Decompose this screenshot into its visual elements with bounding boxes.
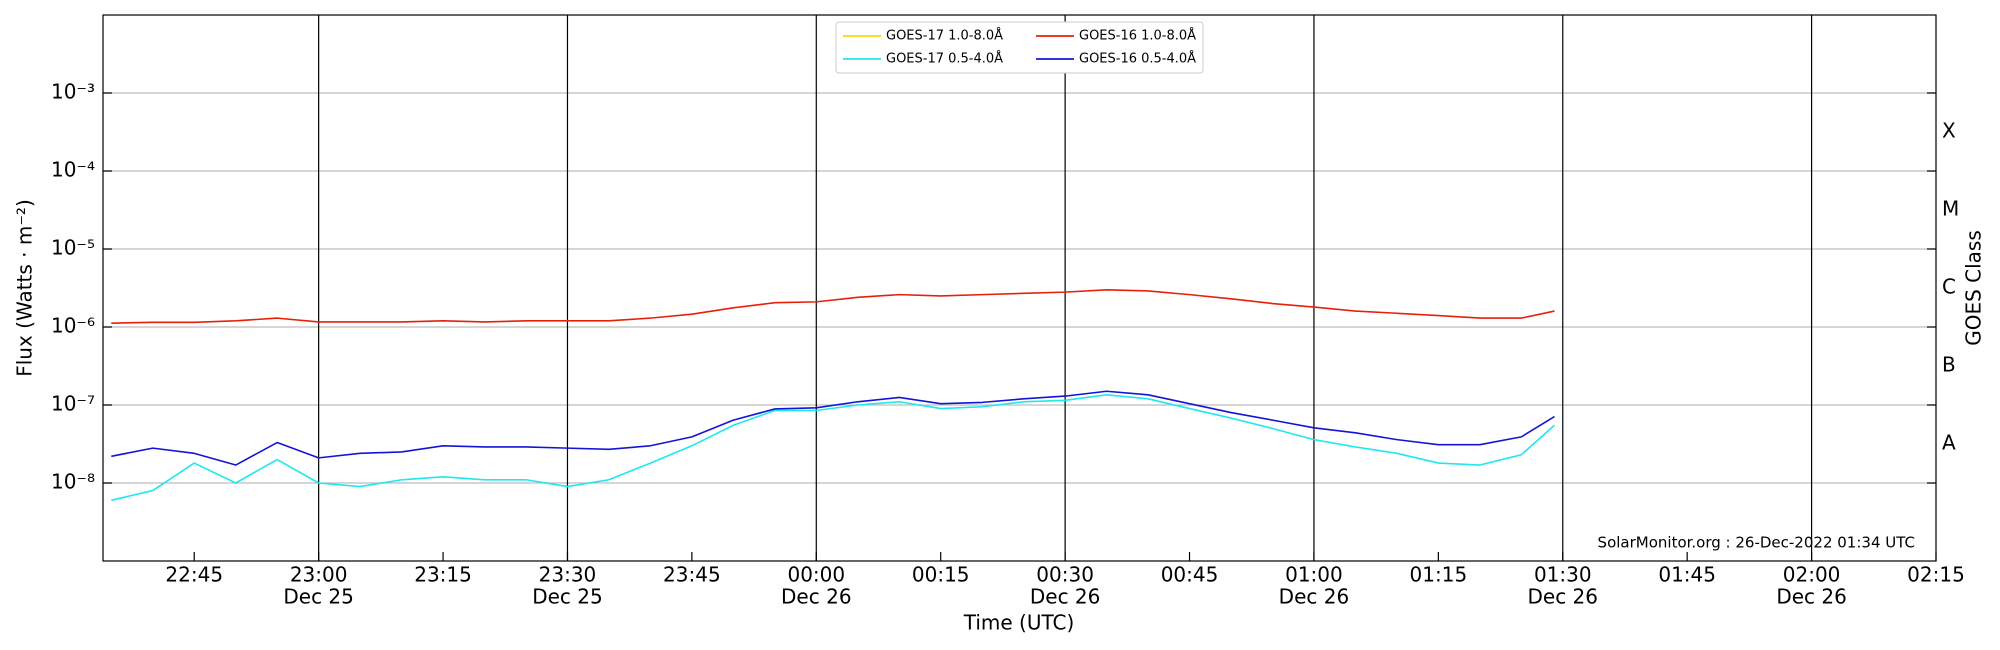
- legend-label: GOES-17 1.0-8.0Å: [886, 28, 1003, 44]
- x-tick-label: 00:00: [787, 563, 845, 587]
- y-tick-label: 10⁻⁶: [51, 314, 95, 338]
- legend-label: GOES-17 0.5-4.0Å: [886, 51, 1003, 67]
- x-tick-date: Dec 26: [1279, 585, 1350, 609]
- x-tick-label: 00:30: [1036, 563, 1094, 587]
- goes-class-label: B: [1942, 353, 1956, 377]
- x-tick-label: 02:15: [1907, 563, 1965, 587]
- x-tick-label: 00:15: [912, 563, 970, 587]
- x-tick-label: 01:30: [1534, 563, 1592, 587]
- series-line: [111, 390, 1555, 466]
- legend: GOES-17 1.0-8.0Å GOES-17 0.5-4.0Å GOES-16 …: [835, 21, 1204, 74]
- y-tick-label: 10⁻⁴: [51, 158, 95, 182]
- legend-box: [835, 21, 1204, 74]
- plot-area: [103, 15, 1936, 561]
- y2-axis-label: GOES Class: [1962, 230, 1986, 346]
- x-tick-label: 22:45: [165, 563, 223, 587]
- x-axis-label: Time (UTC): [963, 611, 1075, 635]
- x-tick-label: 23:00: [290, 563, 348, 587]
- goes-class-label: X: [1942, 119, 1956, 143]
- series-line: [111, 394, 1556, 502]
- legend-label: GOES-16 0.5-4.0Å: [1079, 51, 1196, 67]
- x-tick-label: 23:15: [414, 563, 472, 587]
- annotation: SolarMonitor.org : 26-Dec-2022 01:34 UTC: [1598, 534, 1915, 552]
- x-tick-date: Dec 26: [1776, 585, 1847, 609]
- y-tick-label: 10⁻⁵: [51, 236, 95, 260]
- x-tick-date: Dec 26: [1528, 585, 1599, 609]
- x-tick-label: 02:00: [1783, 563, 1841, 587]
- goes-class-label: A: [1942, 431, 1956, 455]
- series-line: [111, 288, 1555, 324]
- x-tick-label: 01:00: [1285, 563, 1343, 587]
- legend-label: GOES-16 1.0-8.0Å: [1079, 28, 1196, 44]
- x-tick-label: 23:45: [663, 563, 721, 587]
- x-tick-date: Dec 25: [283, 585, 354, 609]
- y-tick-label: 10⁻⁸: [51, 470, 95, 494]
- x-tick-date: Dec 25: [532, 585, 603, 609]
- goes-class-label: C: [1942, 275, 1956, 299]
- x-tick-date: Dec 26: [1030, 585, 1101, 609]
- x-tick-date: Dec 26: [781, 585, 852, 609]
- x-tick-label: 00:45: [1161, 563, 1219, 587]
- goes-class-label: M: [1942, 197, 1959, 221]
- x-tick-label: 23:30: [539, 563, 597, 587]
- y-axis-label: Flux (Watts · m⁻²): [13, 199, 37, 377]
- plot-frame: [102, 14, 1937, 562]
- x-tick-label: 01:15: [1410, 563, 1468, 587]
- y-tick-label: 10⁻⁷: [51, 392, 95, 416]
- x-tick-label: 01:45: [1658, 563, 1716, 587]
- lines: [111, 288, 1556, 502]
- grid: [103, 15, 1936, 561]
- y-tick-label: 10⁻³: [51, 80, 95, 104]
